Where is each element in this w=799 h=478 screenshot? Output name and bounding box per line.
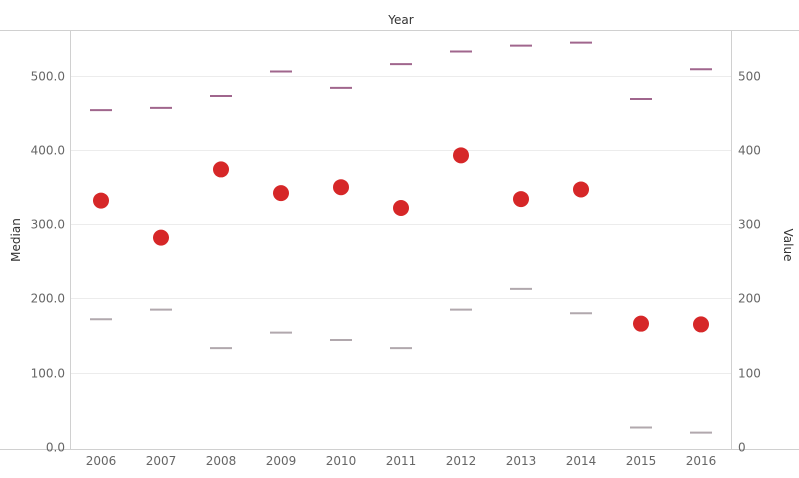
- series-lower: [90, 287, 712, 434]
- median-point: [273, 185, 289, 202]
- series-upper: [90, 41, 712, 112]
- median-point: [93, 192, 109, 209]
- y-tick-right: 300: [738, 218, 761, 232]
- y-tick-right: 200: [738, 292, 761, 306]
- median-point: [633, 315, 649, 332]
- x-tick-label: 2007: [146, 454, 177, 468]
- median-point: [153, 229, 169, 246]
- median-point: [333, 179, 349, 196]
- median-point: [393, 199, 409, 216]
- y-tick-left: 300.0: [31, 218, 65, 232]
- x-tick-label: 2016: [686, 454, 717, 468]
- y-tick-left: 100.0: [31, 367, 65, 381]
- gridlines: [71, 76, 731, 374]
- tick-labels: 0.0 0 100.0 100 200.0 200 300.0 300 400.0 400 500.…: [31, 70, 761, 469]
- x-tick-label: 2013: [506, 454, 537, 468]
- y-tick-left: 200.0: [31, 292, 65, 306]
- y-tick-left: 0.0: [46, 441, 65, 455]
- y-tick-right: 400: [738, 144, 761, 158]
- median-point: [513, 191, 529, 208]
- x-tick-label: 2015: [626, 454, 657, 468]
- median-point: [573, 181, 589, 198]
- x-tick-label: 2009: [266, 454, 297, 468]
- x-tick-label: 2012: [446, 454, 477, 468]
- y-axis-title-left: Median: [9, 218, 23, 262]
- top-axis-title: Year: [387, 13, 413, 27]
- x-tick-label: 2011: [386, 454, 417, 468]
- x-tick-label: 2006: [86, 454, 117, 468]
- y-tick-left: 400.0: [31, 144, 65, 158]
- median-point: [693, 316, 709, 333]
- median-point: [213, 161, 229, 178]
- series-median: [93, 147, 709, 333]
- data-marks: [90, 41, 712, 434]
- y-axis-title-right: Value: [781, 229, 795, 262]
- y-tick-left: 500.0: [31, 70, 65, 84]
- x-tick-label: 2010: [326, 454, 357, 468]
- x-tick-label: 2014: [566, 454, 597, 468]
- axes-frame: [0, 30, 799, 450]
- x-tick-label: 2008: [206, 454, 237, 468]
- y-tick-right: 0: [738, 441, 746, 455]
- median-point: [453, 147, 469, 164]
- y-tick-right: 100: [738, 367, 761, 381]
- y-tick-right: 500: [738, 70, 761, 84]
